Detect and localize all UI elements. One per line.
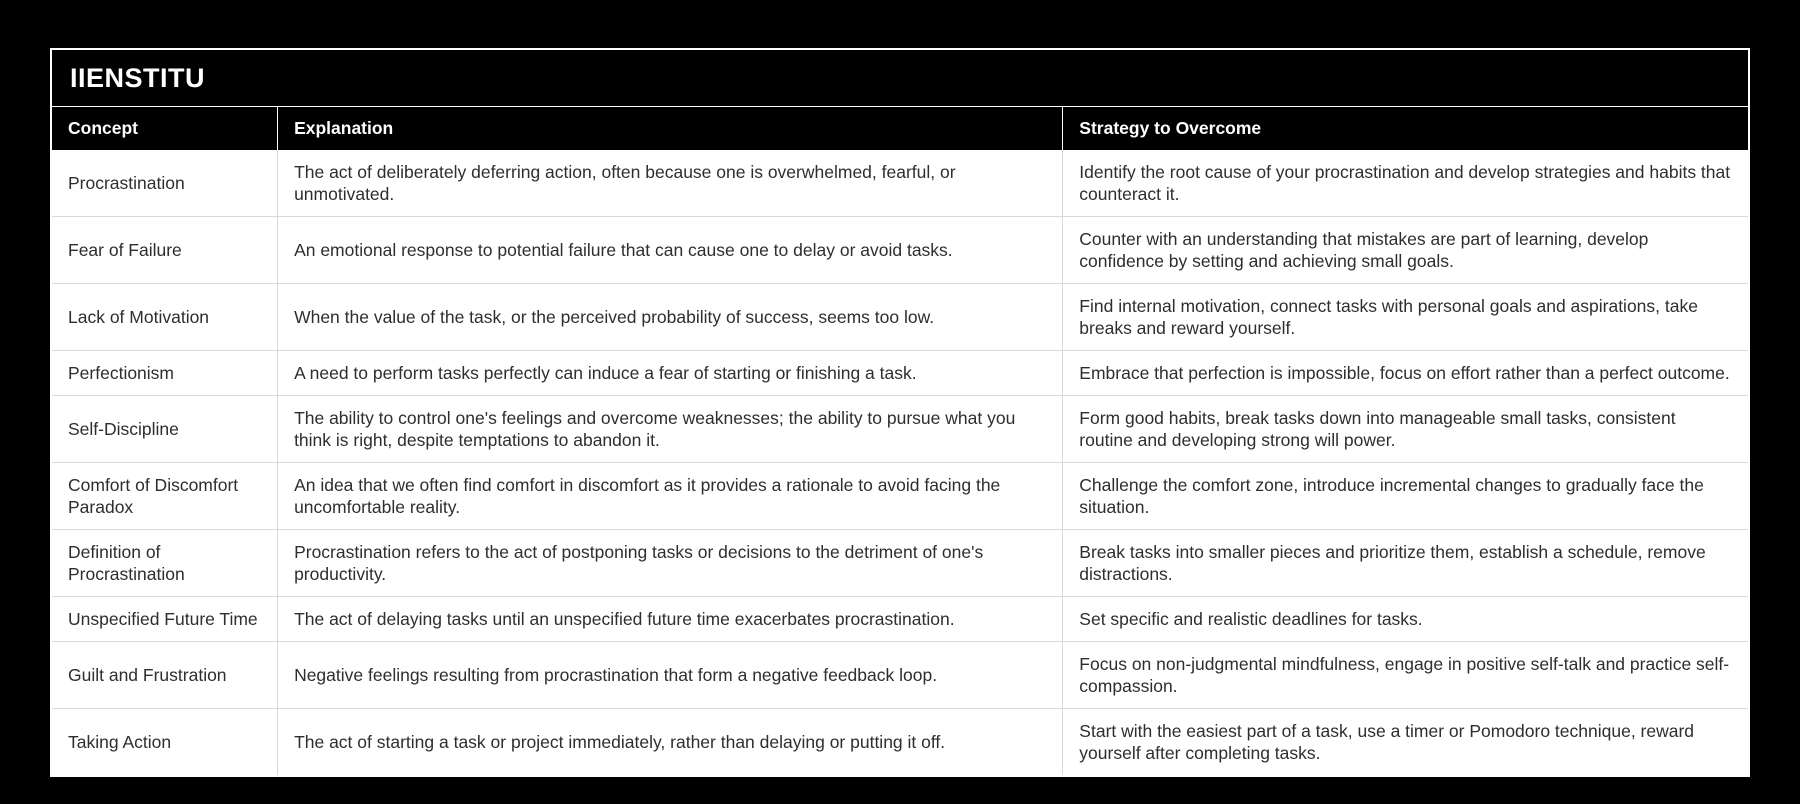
- explanation-cell: The act of starting a task or project im…: [277, 708, 1064, 775]
- strategy-cell: Counter with an understanding that mista…: [1062, 216, 1748, 284]
- table-row: Unspecified Future Time The act of delay…: [52, 596, 1748, 642]
- content-card: IIENSTITU Concept Explanation Strategy t…: [50, 48, 1750, 777]
- table-row: Comfort of Discomfort Paradox An idea th…: [52, 462, 1748, 530]
- concept-cell: Self-Discipline: [52, 395, 279, 463]
- strategy-cell: Set specific and realistic deadlines for…: [1062, 596, 1748, 642]
- strategy-cell: Find internal motivation, connect tasks …: [1062, 283, 1748, 351]
- strategy-cell: Break tasks into smaller pieces and prio…: [1062, 529, 1748, 597]
- explanation-cell: When the value of the task, or the perce…: [277, 283, 1064, 351]
- concept-cell: Perfectionism: [52, 350, 279, 396]
- explanation-cell: A need to perform tasks perfectly can in…: [277, 350, 1064, 396]
- table-header-row: Concept Explanation Strategy to Overcome: [52, 107, 1748, 150]
- explanation-cell: An idea that we often find comfort in di…: [277, 462, 1064, 530]
- concept-table: Concept Explanation Strategy to Overcome…: [52, 107, 1748, 775]
- card-title: IIENSTITU: [52, 50, 1748, 107]
- concept-cell: Guilt and Frustration: [52, 641, 279, 709]
- table-body: Procrastination The act of deliberately …: [52, 150, 1748, 775]
- column-header-strategy: Strategy to Overcome: [1062, 107, 1748, 150]
- table-row: Perfectionism A need to perform tasks pe…: [52, 350, 1748, 396]
- table-row: Procrastination The act of deliberately …: [52, 150, 1748, 217]
- table-row: Self-Discipline The ability to control o…: [52, 395, 1748, 463]
- strategy-cell: Start with the easiest part of a task, u…: [1079, 721, 1695, 763]
- concept-cell: Fear of Failure: [52, 216, 279, 284]
- explanation-cell: The act of deliberately deferring action…: [277, 150, 1064, 217]
- explanation-cell: Procrastination refers to the act of pos…: [277, 529, 1064, 597]
- concept-cell: Procrastination: [52, 150, 279, 217]
- concept-cell: Definition of Procrastination: [52, 529, 279, 597]
- concept-cell: Taking Action: [52, 708, 279, 775]
- concept-cell: Unspecified Future Time: [52, 596, 279, 642]
- table-row: Lack of Motivation When the value of the…: [52, 283, 1748, 351]
- strategy-cell: Focus on non-judgmental mindfulness, eng…: [1062, 641, 1748, 709]
- concept-cell: Lack of Motivation: [52, 283, 279, 351]
- strategy-cell: Challenge the comfort zone, introduce in…: [1062, 462, 1748, 530]
- explanation-cell: An emotional response to potential failu…: [277, 216, 1064, 284]
- column-header-concept: Concept: [52, 107, 279, 150]
- explanation-cell: The act of delaying tasks until an unspe…: [277, 596, 1064, 642]
- table-row: Taking Action The act of starting a task…: [52, 708, 1748, 775]
- column-header-explanation: Explanation: [277, 107, 1064, 150]
- explanation-cell: Negative feelings resulting from procras…: [277, 641, 1064, 709]
- explanation-cell: The ability to control one's feelings an…: [277, 395, 1064, 463]
- strategy-cell: Identify the root cause of your procrast…: [1062, 150, 1748, 217]
- table-row: Guilt and Frustration Negative feelings …: [52, 641, 1748, 709]
- strategy-cell: Form good habits, break tasks down into …: [1062, 395, 1748, 463]
- concept-cell: Comfort of Discomfort Paradox: [52, 462, 279, 530]
- table-row: Definition of Procrastination Procrastin…: [52, 529, 1748, 597]
- table-row: Fear of Failure An emotional response to…: [52, 216, 1748, 284]
- strategy-cell: Embrace that perfection is impossible, f…: [1062, 350, 1748, 396]
